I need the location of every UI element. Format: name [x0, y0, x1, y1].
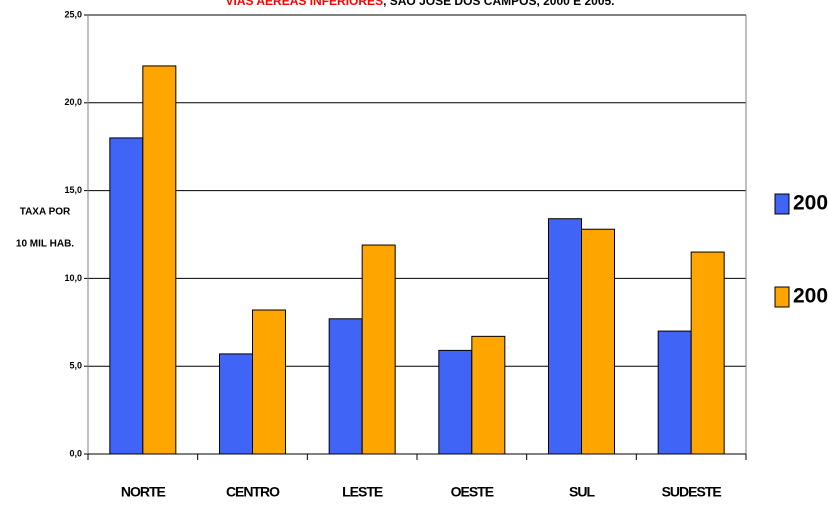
- bar: [361, 244, 396, 455]
- title-part: VIAS AÉREAS INFERIORES: [225, 0, 383, 8]
- bar: [142, 65, 177, 455]
- x-tick-label: CENTRO: [226, 484, 280, 500]
- x-tick-label: LESTE: [342, 484, 383, 500]
- bar: [109, 137, 144, 455]
- legend-swatch: [774, 286, 790, 308]
- y-tick-label: 5,0: [69, 361, 82, 371]
- y-tick-label: 15,0: [64, 185, 82, 195]
- y-axis-label: 10 MIL HAB.: [16, 239, 74, 250]
- y-tick-label: 10,0: [64, 273, 82, 283]
- y-tick-label: 20,0: [64, 97, 82, 107]
- legend-swatch: [774, 193, 790, 215]
- bar: [471, 335, 506, 455]
- bar: [328, 318, 363, 455]
- y-tick-label: 0,0: [69, 448, 82, 458]
- bar: [657, 330, 692, 455]
- y-axis-label: TAXA POR: [20, 207, 71, 218]
- x-tick-label: SUL: [569, 484, 595, 500]
- legend-label: 2005: [793, 285, 828, 308]
- title-part: , SÃO JOSÉ DOS CAMPOS, 2000 E 2005.: [383, 0, 614, 8]
- legend-label: 2000: [793, 192, 828, 215]
- bar: [690, 251, 725, 455]
- x-tick-label: NORTE: [121, 484, 166, 500]
- bar: [548, 218, 582, 455]
- bar: [581, 228, 615, 455]
- y-tick-label: 25,0: [64, 9, 82, 19]
- x-tick-label: OESTE: [451, 484, 494, 500]
- bar: [438, 349, 473, 455]
- bar: [252, 309, 286, 455]
- chart-title: VIAS AÉREAS INFERIORES, SÃO JOSÉ DOS CAM…: [225, 0, 614, 8]
- bar: [219, 353, 253, 455]
- x-tick-label: SUDESTE: [662, 484, 722, 500]
